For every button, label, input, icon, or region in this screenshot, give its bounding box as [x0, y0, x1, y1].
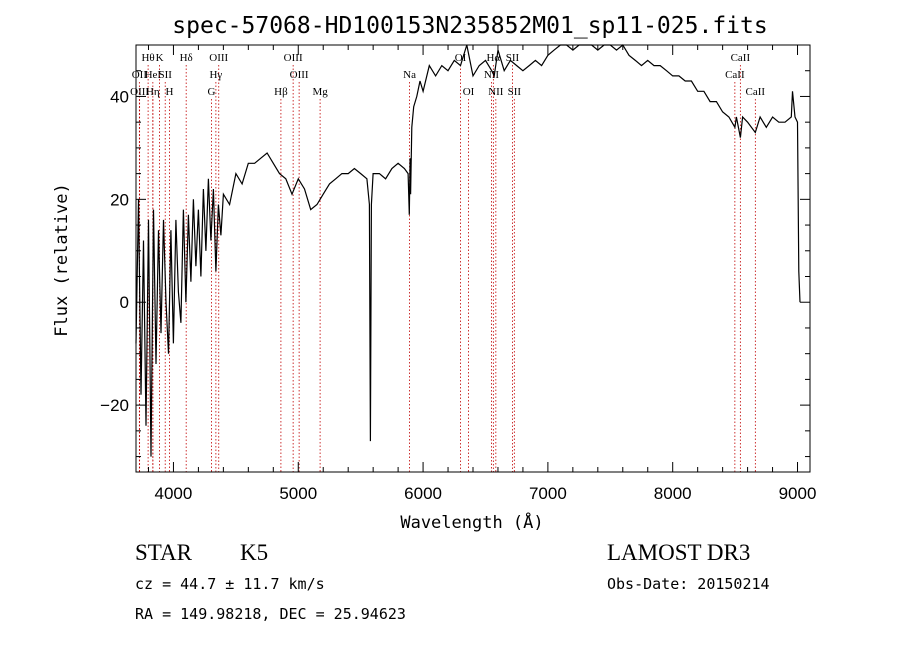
- plot-frame: [135, 44, 811, 473]
- spectral-line-label: OIII: [290, 69, 309, 81]
- spectral-line-label: OIII: [130, 86, 149, 98]
- coordinates-text: RA = 149.98218, DEC = 25.94623: [135, 605, 406, 623]
- spectral-line-label: OI: [463, 86, 475, 98]
- y-axis-label: Flux (relative): [52, 183, 72, 337]
- spectral-line-label: SII: [506, 52, 520, 64]
- spectral-line-label: Hβ: [274, 86, 288, 98]
- spectral-line-label: Hα: [486, 52, 500, 64]
- spectral-line-label: Mg: [312, 86, 328, 98]
- spectral-line-label: Hη: [146, 86, 160, 98]
- spectral-line-label: OIII: [209, 52, 228, 64]
- y-tick-label: 20: [110, 190, 129, 209]
- spectral-line-label: HeI: [145, 69, 162, 81]
- x-tick-label: 7000: [529, 484, 567, 503]
- spectral-line-label: Na: [403, 69, 416, 81]
- spectral-line-label: NII: [488, 86, 504, 98]
- x-tick-label: 5000: [279, 484, 317, 503]
- spectral-line-label: Hδ: [180, 52, 193, 64]
- spectral-line-label: NII: [484, 69, 500, 81]
- chart-title: spec-57068-HD100153N235852M01_sp11-025.f…: [172, 13, 767, 39]
- spectral-line-label: CaII: [731, 52, 751, 64]
- spectral-line-label: OIII: [284, 52, 303, 64]
- x-tick-label: 6000: [404, 484, 442, 503]
- spectral-line-label: G: [208, 86, 216, 98]
- survey-text: LAMOST DR3: [607, 540, 750, 565]
- flux-series-line: [135, 44, 801, 457]
- spectral-line-label: SII: [508, 86, 522, 98]
- x-tick-label: 9000: [779, 484, 817, 503]
- obs-date-text: Obs-Date: 20150214: [607, 575, 770, 593]
- object-class-text: STAR: [135, 540, 193, 565]
- spectral-line-label: K: [156, 52, 164, 64]
- spectral-line-label: SII: [158, 69, 172, 81]
- subclass-text: K5: [240, 540, 268, 565]
- spectral-line-label: CaII: [725, 69, 745, 81]
- y-tick-label: 0: [120, 293, 129, 312]
- spectral-line-label: Hγ: [209, 69, 222, 81]
- spectral-line-label: Hθ: [141, 52, 154, 64]
- y-tick-label: 40: [110, 87, 129, 106]
- spectral-line-label: H: [165, 86, 173, 98]
- y-tick-label: −20: [100, 396, 129, 415]
- x-tick-label: 4000: [155, 484, 193, 503]
- x-axis-label: Wavelength (Å): [400, 511, 543, 533]
- axis-ticks: 4000 5000 6000 7000 8000 9000 −20 0 20 40: [100, 44, 817, 503]
- spectral-line-label: CaII: [746, 86, 766, 98]
- redshift-text: cz = 44.7 ± 11.7 km/s: [135, 575, 325, 593]
- x-tick-label: 8000: [654, 484, 692, 503]
- spectral-line-label: OI: [455, 52, 467, 64]
